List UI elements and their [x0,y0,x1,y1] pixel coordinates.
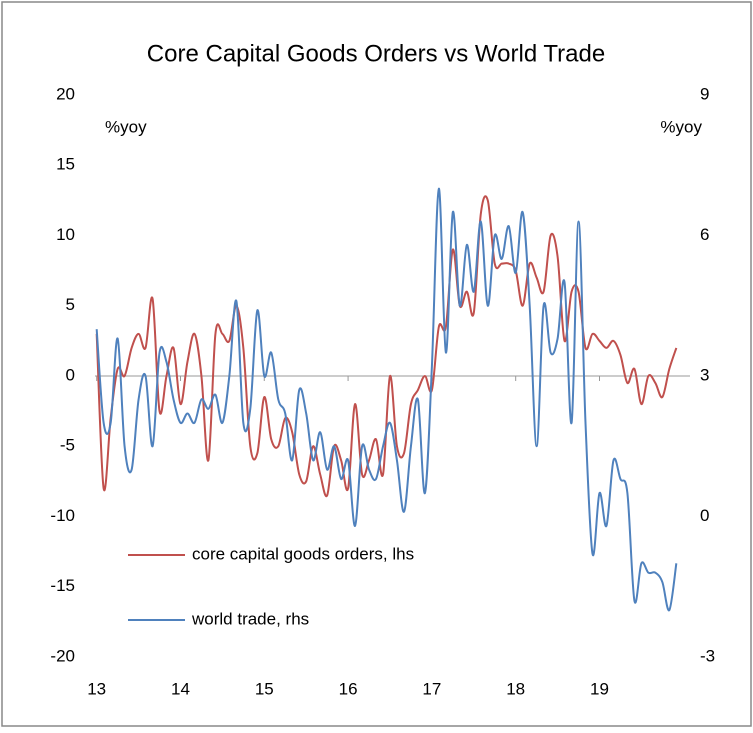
y2-tick-label: -3 [700,646,715,665]
x-tick-label: 18 [506,679,525,698]
y2-axis-label: %yoy [660,117,702,136]
x-tick-label: 14 [171,679,190,698]
x-tick-label: 17 [422,679,441,698]
y-tick-label: -5 [60,436,75,455]
y2-tick-label: 9 [700,84,709,103]
y-tick-label: 5 [66,295,75,314]
x-tick-label: 19 [590,679,609,698]
y-tick-label: 15 [56,155,75,174]
y2-tick-label: 6 [700,225,709,244]
y-tick-label: 20 [56,84,75,103]
y2-tick-label: 3 [700,365,709,384]
y-tick-label: 10 [56,225,75,244]
legend-label: core capital goods orders, lhs [192,544,414,563]
x-tick-label: 15 [255,679,274,698]
y2-tick-label: 0 [700,506,709,525]
y-tick-label: 0 [66,365,75,384]
y-axis-label: %yoy [105,117,147,136]
x-tick-label: 13 [87,679,106,698]
y-tick-label: -20 [50,646,75,665]
y-tick-label: -10 [50,506,75,525]
chart-title: Core Capital Goods Orders vs World Trade [147,40,605,67]
series-line [95,187,678,612]
legend-label: world trade, rhs [191,609,309,628]
x-tick-label: 16 [339,679,358,698]
y-tick-label: -15 [50,576,75,595]
